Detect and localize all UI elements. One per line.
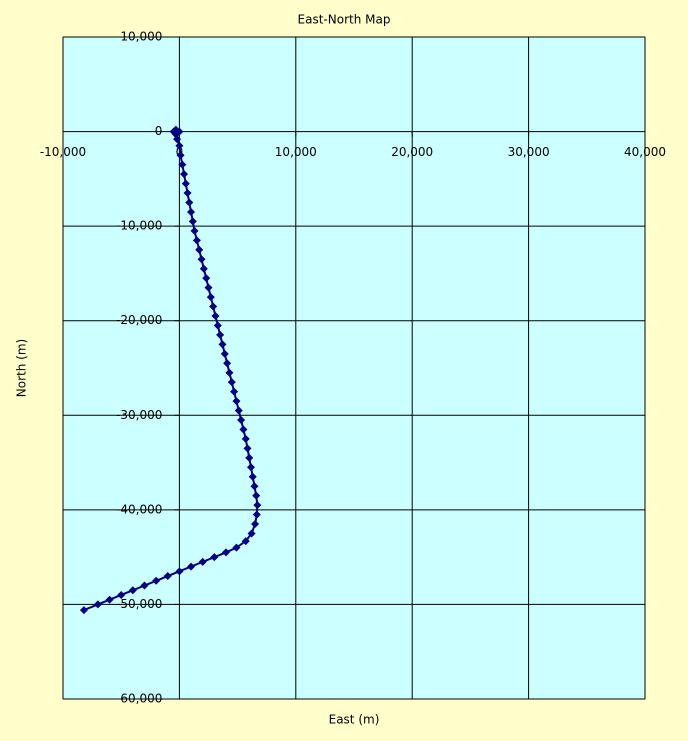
data-point: [163, 572, 172, 581]
data-point: [211, 311, 220, 320]
data-point: [185, 198, 194, 207]
y-axis-label: North (m): [15, 339, 29, 397]
y-tick-label: 10,000: [120, 30, 162, 44]
y-tick-label: -40,000: [116, 502, 162, 516]
data-point: [209, 302, 218, 311]
data-point: [252, 491, 261, 500]
data-point: [195, 245, 204, 254]
data-point: [202, 274, 211, 283]
data-point: [204, 283, 213, 292]
x-tick-label: 30,000: [508, 145, 550, 159]
data-point: [241, 537, 250, 546]
data-point: [230, 387, 239, 396]
x-tick-label: -10,000: [40, 145, 86, 159]
data-point: [250, 482, 259, 491]
data-point: [220, 349, 229, 358]
data-point: [152, 576, 161, 585]
data-point: [221, 548, 230, 557]
x-tick-label: 10,000: [275, 145, 317, 159]
data-point: [93, 600, 102, 609]
chart-title: East-North Map: [298, 13, 391, 27]
data-point: [79, 606, 88, 615]
x-tick-label: 20,000: [391, 145, 433, 159]
data-point: [218, 340, 227, 349]
data-point: [216, 330, 225, 339]
y-tick-label: -60,000: [116, 692, 162, 706]
data-point: [243, 444, 252, 453]
plot-area: [62, 36, 646, 700]
data-point: [183, 189, 192, 198]
data-point: [140, 581, 149, 590]
data-point: [245, 453, 254, 462]
data-point: [178, 160, 187, 169]
data-point: [232, 397, 241, 406]
data-point: [223, 359, 232, 368]
data-point: [181, 179, 190, 188]
data-point: [175, 141, 184, 150]
data-point: [173, 135, 182, 144]
data-point: [187, 562, 196, 571]
data-point: [237, 416, 246, 425]
data-point: [190, 226, 199, 235]
data-point: [176, 151, 185, 160]
data-point: [197, 255, 206, 264]
data-point: [117, 590, 126, 599]
data-point: [210, 553, 219, 562]
data-point: [180, 170, 189, 179]
data-point: [252, 510, 261, 519]
data-point: [239, 425, 248, 434]
data-point: [198, 557, 207, 566]
data-point: [234, 406, 243, 415]
y-tick-label: -10,000: [116, 219, 162, 233]
data-point: [247, 529, 256, 538]
data-point: [187, 207, 196, 216]
data-point: [175, 567, 184, 576]
data-point: [246, 463, 255, 472]
y-tick-label: -50,000: [116, 597, 162, 611]
data-point: [188, 217, 197, 226]
data-point: [248, 472, 257, 481]
x-axis-label: East (m): [329, 713, 380, 727]
data-point: [128, 586, 137, 595]
data-point: [105, 595, 114, 604]
data-point: [251, 520, 260, 529]
data-point: [199, 264, 208, 273]
y-tick-label: 0: [155, 124, 163, 138]
data-point: [232, 543, 241, 552]
y-tick-label: -20,000: [116, 313, 162, 327]
data-point: [206, 293, 215, 302]
data-point: [253, 501, 262, 510]
data-point: [241, 434, 250, 443]
y-tick-label: -30,000: [116, 408, 162, 422]
data-point: [225, 368, 234, 377]
data-point: [227, 378, 236, 387]
x-tick-label: 40,000: [624, 145, 666, 159]
data-point: [192, 236, 201, 245]
data-point: [213, 321, 222, 330]
